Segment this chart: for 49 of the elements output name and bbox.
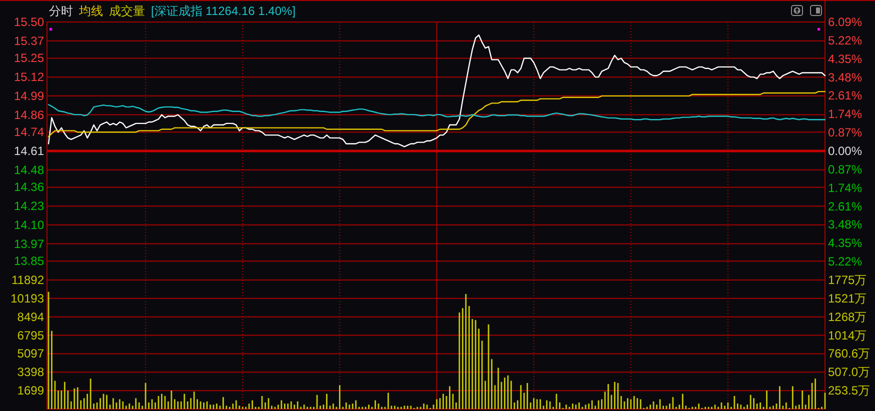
line-series [48, 90, 826, 138]
y-tick-label: 8494 [17, 310, 44, 324]
y-tick-label: 14.86 [14, 108, 44, 122]
y2-tick-label: 1521万 [828, 291, 867, 306]
y-tick-label: 10193 [10, 291, 44, 306]
y2-tick-label: 3.48% [828, 70, 862, 84]
y-tick-label: 14.10 [14, 218, 44, 232]
y2-tick-label: 0.87% [828, 162, 862, 176]
y-tick-label: 5097 [17, 346, 44, 361]
text: 成交量 [109, 4, 145, 18]
y2-tick-label: 5.22% [828, 254, 862, 269]
y-tick-label: 11892 [12, 273, 44, 287]
y-tick-label: 13.85 [14, 254, 44, 268]
y2-tick-label: 1268万 [828, 310, 867, 324]
text: [深证成指 11264.16 1.40%] [151, 4, 296, 18]
y2-tick-label: 1.74% [828, 180, 862, 195]
y-tick-label: 15.37 [14, 34, 44, 48]
y2-tick-label: 507.0万 [828, 365, 870, 380]
y-tick-label: 14.61 [14, 144, 44, 158]
y-tick-label: 14.99 [14, 88, 44, 103]
y2-tick-label: 1775万 [828, 273, 867, 287]
y-tick-label: 14.23 [14, 199, 44, 214]
y-tick-label: 6795 [17, 328, 44, 342]
y2-tick-label: 1.74% [828, 107, 862, 122]
y2-tick-label: 1014万 [828, 328, 867, 342]
y2-tick-label: 5.22% [828, 33, 862, 48]
text: 均线 [78, 4, 103, 18]
y-tick-label: 14.74 [14, 125, 44, 140]
y2-tick-label: 2.61% [828, 88, 862, 103]
y2-tick-label: 253.5万 [828, 384, 870, 398]
y-tick-label: 1699 [17, 384, 44, 398]
y-tick-label: 15.12 [14, 70, 44, 84]
y-tick-label: 14.36 [14, 180, 44, 194]
y-tick-label: 3398 [17, 365, 44, 380]
y-tick-label: 15.50 [14, 15, 44, 29]
y2-tick-label: 4.35% [828, 236, 862, 250]
y2-tick-label: 0.87% [828, 126, 862, 140]
y2-tick-label: 760.6万 [828, 346, 870, 361]
y2-tick-label: 3.48% [828, 218, 862, 232]
y2-tick-label: 4.35% [828, 52, 862, 66]
y-tick-label: 14.48 [14, 162, 44, 177]
y-tick-label: 15.25 [14, 51, 44, 66]
y2-tick-label: 2.61% [828, 199, 862, 214]
line-series [48, 104, 826, 120]
line-series [48, 34, 826, 148]
chart-title: 分时 [49, 4, 73, 18]
y-tick-label: 13.97 [14, 236, 44, 251]
y2-tick-label: 0.00% [828, 144, 862, 158]
y2-tick-label: 6.09% [828, 15, 862, 29]
